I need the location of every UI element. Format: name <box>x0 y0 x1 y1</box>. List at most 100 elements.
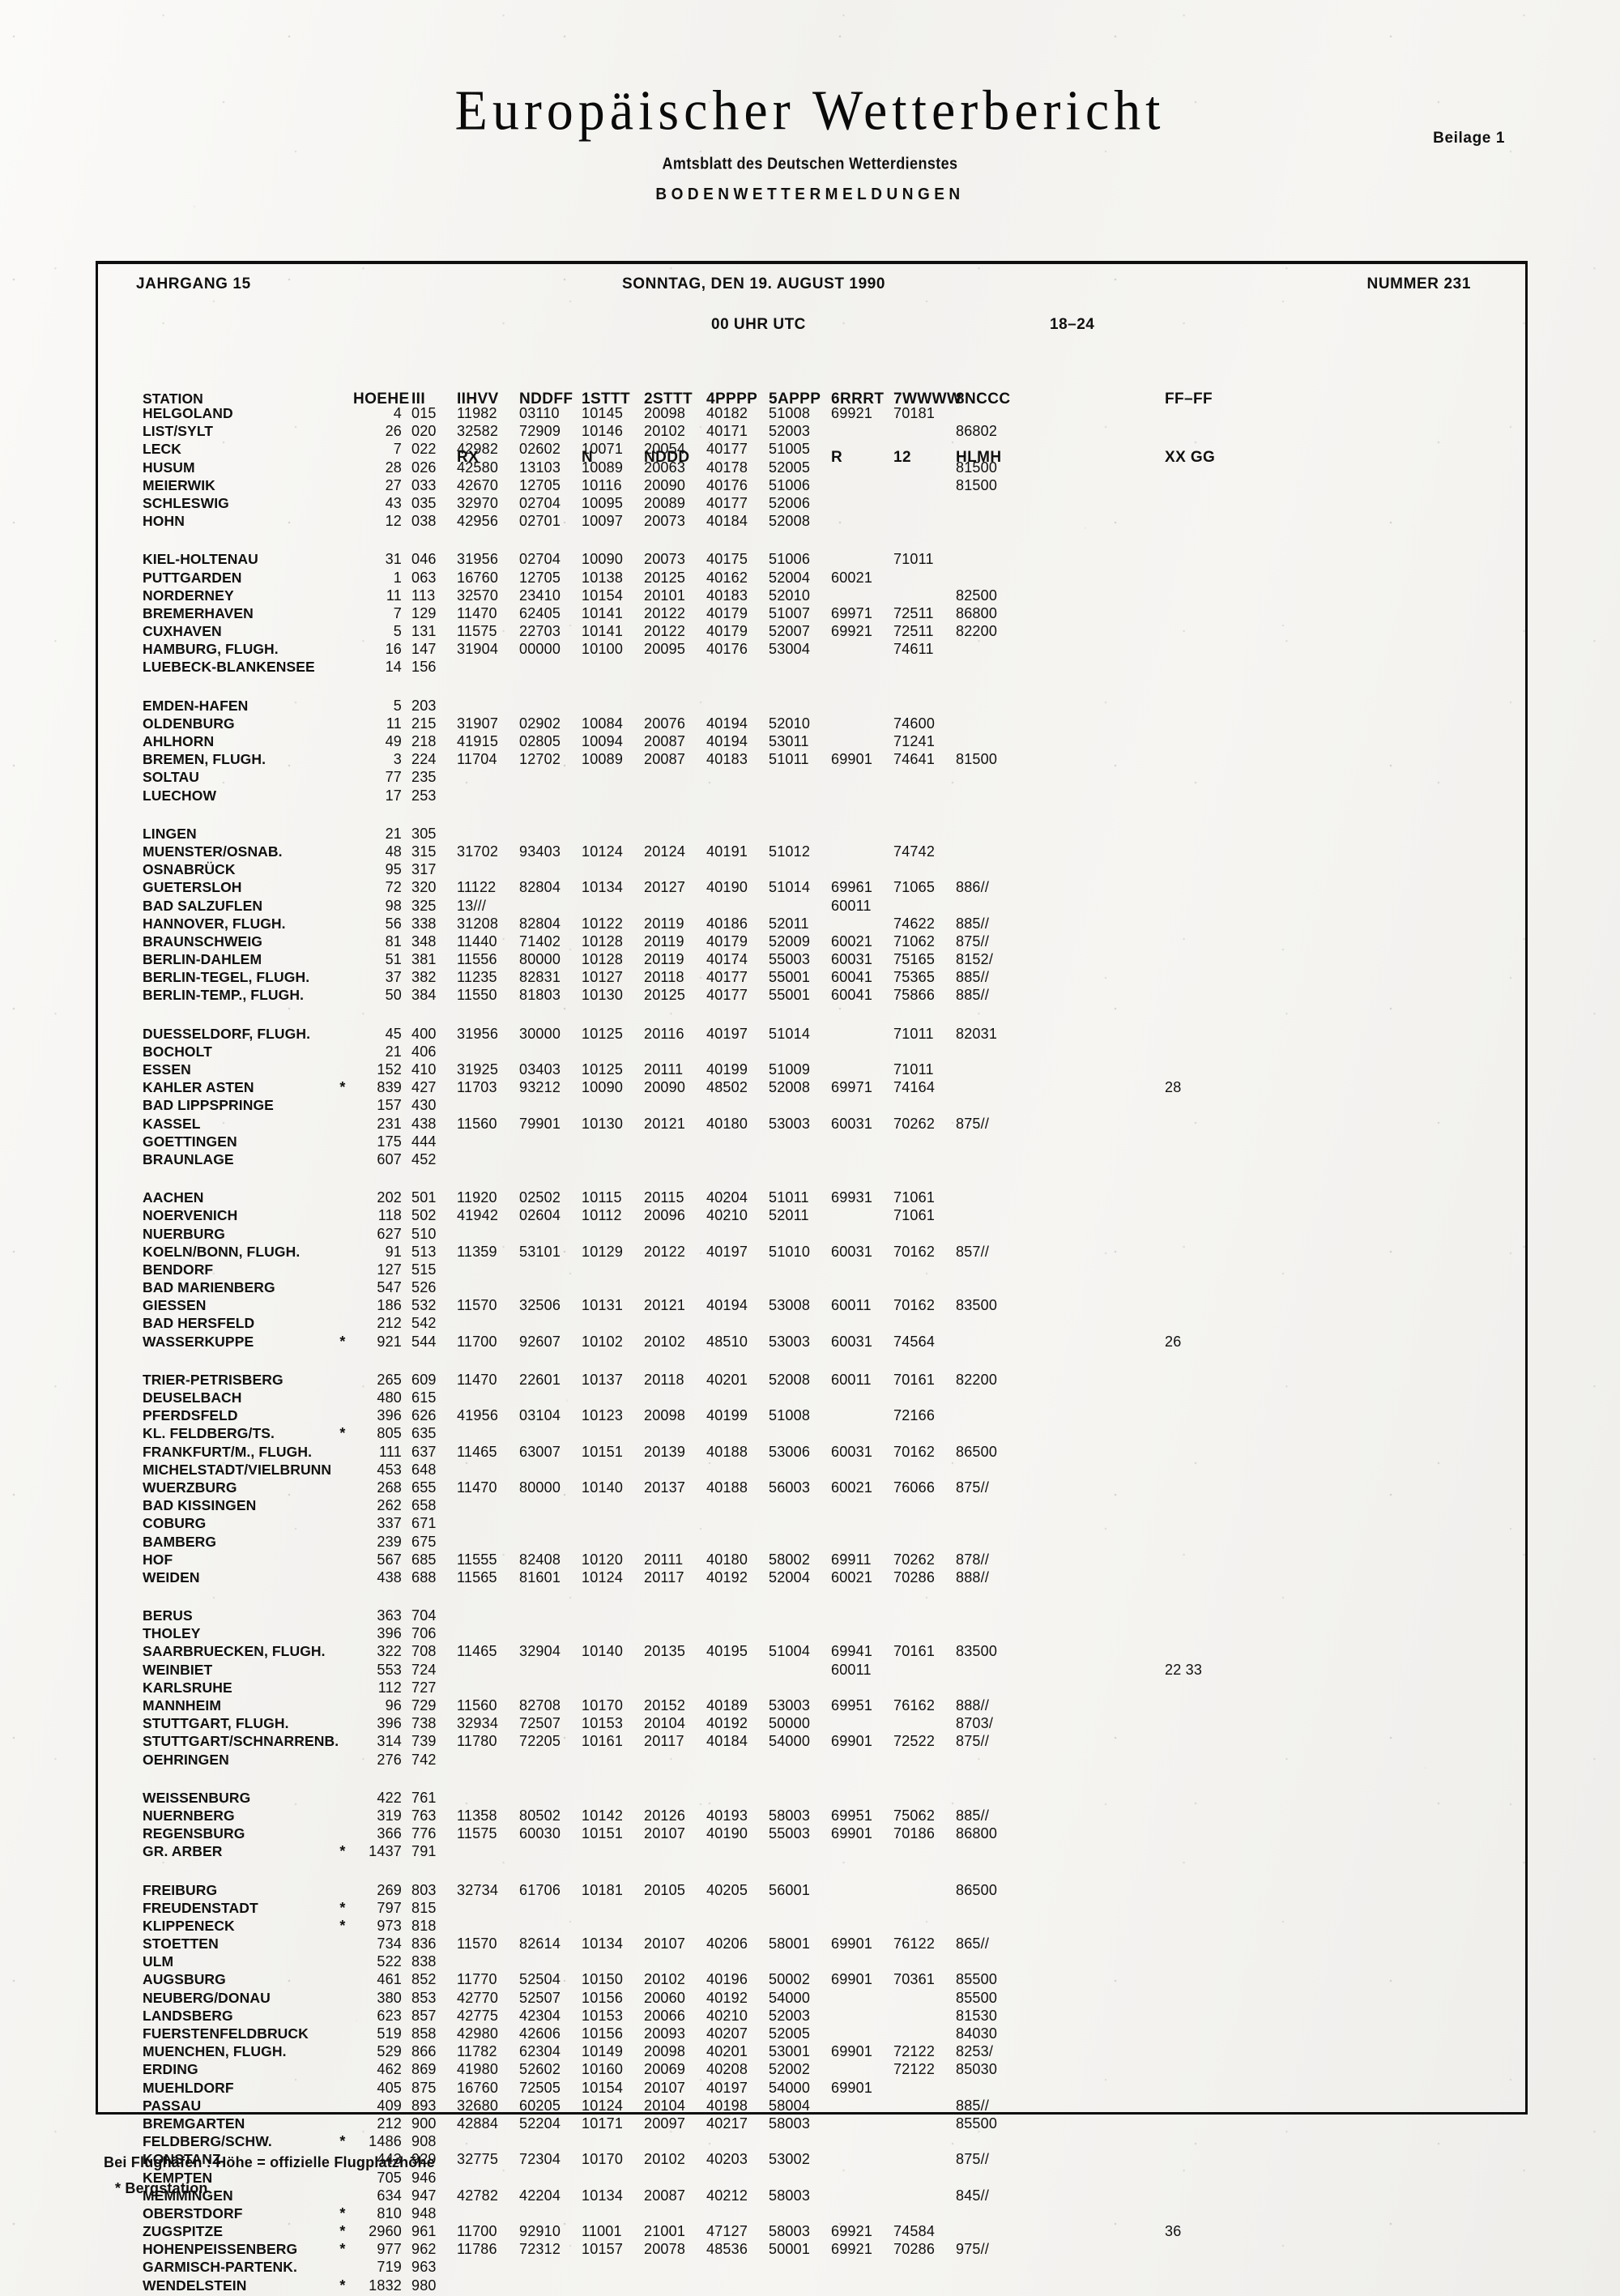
station-group: HELGOLAND 4 015 11982 03110 10145 20098 40182 51… <box>96 405 1528 531</box>
group-6rrrt: 60011 <box>831 897 872 914</box>
group-5appp: 51014 <box>769 1025 811 1042</box>
group-5appp: 51014 <box>769 879 811 896</box>
station-name: MUEHLDORF <box>143 2079 234 2096</box>
group-5appp: 52009 <box>769 932 811 950</box>
station-number: 156 <box>411 659 437 676</box>
table-row: MICHELSTADT/VIELBRUNN 453 648 <box>96 1462 1528 1479</box>
group-8nccc: 975// <box>956 2241 990 2258</box>
group-1sttt: 10089 <box>582 751 624 768</box>
footnotes: Bei Flughäfen : Höhe = offizielle Flugpl… <box>104 2150 435 2201</box>
group-4pppp: 40184 <box>706 513 748 530</box>
group-nddff: 12702 <box>519 751 561 768</box>
table-row: OSNABRÜCK 95 317 <box>96 861 1528 879</box>
station-number: 532 <box>411 1297 437 1314</box>
station-height: 567 <box>377 1551 402 1568</box>
station-number: 026 <box>411 459 437 476</box>
group-nddff: 72312 <box>519 2241 561 2258</box>
group-5appp: 53003 <box>769 1333 811 1350</box>
table-row: BERUS 363 704 <box>96 1607 1528 1625</box>
station-name: WEINBIET <box>143 1661 213 1678</box>
group-1sttt: 10124 <box>582 1568 624 1585</box>
group-8nccc: 85500 <box>956 2115 998 2132</box>
station-name: OBERSTDORF <box>143 2204 243 2221</box>
station-height: 31 <box>385 551 402 568</box>
group-iihvv: 31907 <box>457 715 499 732</box>
station-height: 77 <box>385 769 402 786</box>
station-height: 337 <box>377 1515 402 1532</box>
group-5appp: 53003 <box>769 1115 811 1132</box>
station-height: 405 <box>377 2079 402 2096</box>
group-8nccc: 885// <box>956 987 990 1004</box>
group-nddff: 42606 <box>519 2025 561 2042</box>
group-nddff: 80000 <box>519 951 561 968</box>
group-5appp: 54000 <box>769 1989 811 2006</box>
group-1sttt: 10146 <box>582 423 624 440</box>
station-number: 542 <box>411 1315 437 1332</box>
table-row: SCHLESWIG 43 035 32970 02704 10095 20089 40177 5… <box>96 495 1528 513</box>
station-name: BAD SALZUFLEN <box>143 897 263 914</box>
group-6rrrt: 69901 <box>831 751 873 768</box>
group-4pppp: 40207 <box>706 2025 748 2042</box>
station-name: WENDELSTEIN <box>143 2277 247 2294</box>
station-number: 510 <box>411 1225 437 1242</box>
group-nddff: 61706 <box>519 1881 561 1898</box>
station-height: 805 <box>377 1425 402 1442</box>
station-name: HOF <box>143 1551 173 1568</box>
station-number: 218 <box>411 733 437 749</box>
group-8nccc: 857// <box>956 1243 990 1260</box>
group-5appp: 53006 <box>769 1443 811 1460</box>
station-name: OEHRINGEN <box>143 1751 229 1768</box>
group-5appp: 51005 <box>769 441 811 458</box>
group-2sttt: 20102 <box>644 423 686 440</box>
group-nddff: 82708 <box>519 1697 561 1713</box>
group-1sttt: 10170 <box>582 2151 624 2168</box>
station-name: GOETTINGEN <box>143 1133 237 1150</box>
group-4pppp: 40193 <box>706 1807 748 1824</box>
table-row: KASSEL 231 438 11560 79901 10130 20121 40180 530… <box>96 1116 1528 1133</box>
group-8nccc: 85500 <box>956 1989 998 2006</box>
group-2sttt: 20127 <box>644 879 686 896</box>
group-4pppp: 40177 <box>706 969 748 986</box>
group-1sttt: 10090 <box>582 1079 624 1096</box>
group-7wwww: 74564 <box>893 1333 936 1350</box>
group-1sttt: 10102 <box>582 1333 624 1350</box>
table-row: SAARBRUECKEN, FLUGH. 322 708 11465 32904 1014… <box>96 1643 1528 1661</box>
table-row: OEHRINGEN 276 742 <box>96 1752 1528 1769</box>
group-nddff: 52204 <box>519 2115 561 2132</box>
group-nddff: 12705 <box>519 476 561 493</box>
station-number: 688 <box>411 1568 437 1585</box>
group-nddff: 72304 <box>519 2151 561 2168</box>
group-4pppp: 40205 <box>706 1881 748 1898</box>
group-nddff: 82614 <box>519 1935 561 1952</box>
group-8nccc: 84030 <box>956 2025 998 2042</box>
station-name: KONSTANZ <box>143 2151 221 2168</box>
station-height: 28 <box>385 459 402 476</box>
group-7wwww: 76162 <box>893 1697 936 1713</box>
station-height: 719 <box>377 2259 402 2276</box>
table-row: KONSTANZ 443 929 32775 72304 10170 20102 40203 5… <box>96 2151 1528 2169</box>
group-4pppp: 40180 <box>706 1551 748 1568</box>
station-name: GR. ARBER <box>143 1843 223 1860</box>
group-4pppp: 40197 <box>706 2079 748 2096</box>
group-1sttt: 10090 <box>582 551 624 568</box>
group-1sttt: 10160 <box>582 2061 624 2078</box>
group-iihvv: 11550 <box>457 987 497 1004</box>
station-height: 48 <box>385 843 402 860</box>
group-6rrrt: 60031 <box>831 1243 873 1260</box>
station-number: 513 <box>411 1243 437 1260</box>
group-4pppp: 40183 <box>706 587 748 604</box>
group-2sttt: 20069 <box>644 2061 686 2078</box>
group-7wwww: 72522 <box>893 1733 936 1750</box>
group-1sttt: 10170 <box>582 1697 624 1713</box>
group-4pppp: 40192 <box>706 1568 748 1585</box>
group-1sttt: 10122 <box>582 915 624 932</box>
group-1sttt: 10140 <box>582 1643 624 1660</box>
group-8nccc: 845// <box>956 2187 990 2204</box>
station-name: BERLIN-DAHLEM <box>143 951 262 968</box>
station-name: BAMBERG <box>143 1533 217 1550</box>
table-row: HOHENPEISSENBERG * 977 962 11786 72312 10157 20… <box>96 2241 1528 2259</box>
station-number: 406 <box>411 1043 437 1060</box>
group-iihvv: 41915 <box>457 733 499 749</box>
station-number: 015 <box>411 405 437 421</box>
station-name: KLIPPENECK <box>143 1917 235 1934</box>
